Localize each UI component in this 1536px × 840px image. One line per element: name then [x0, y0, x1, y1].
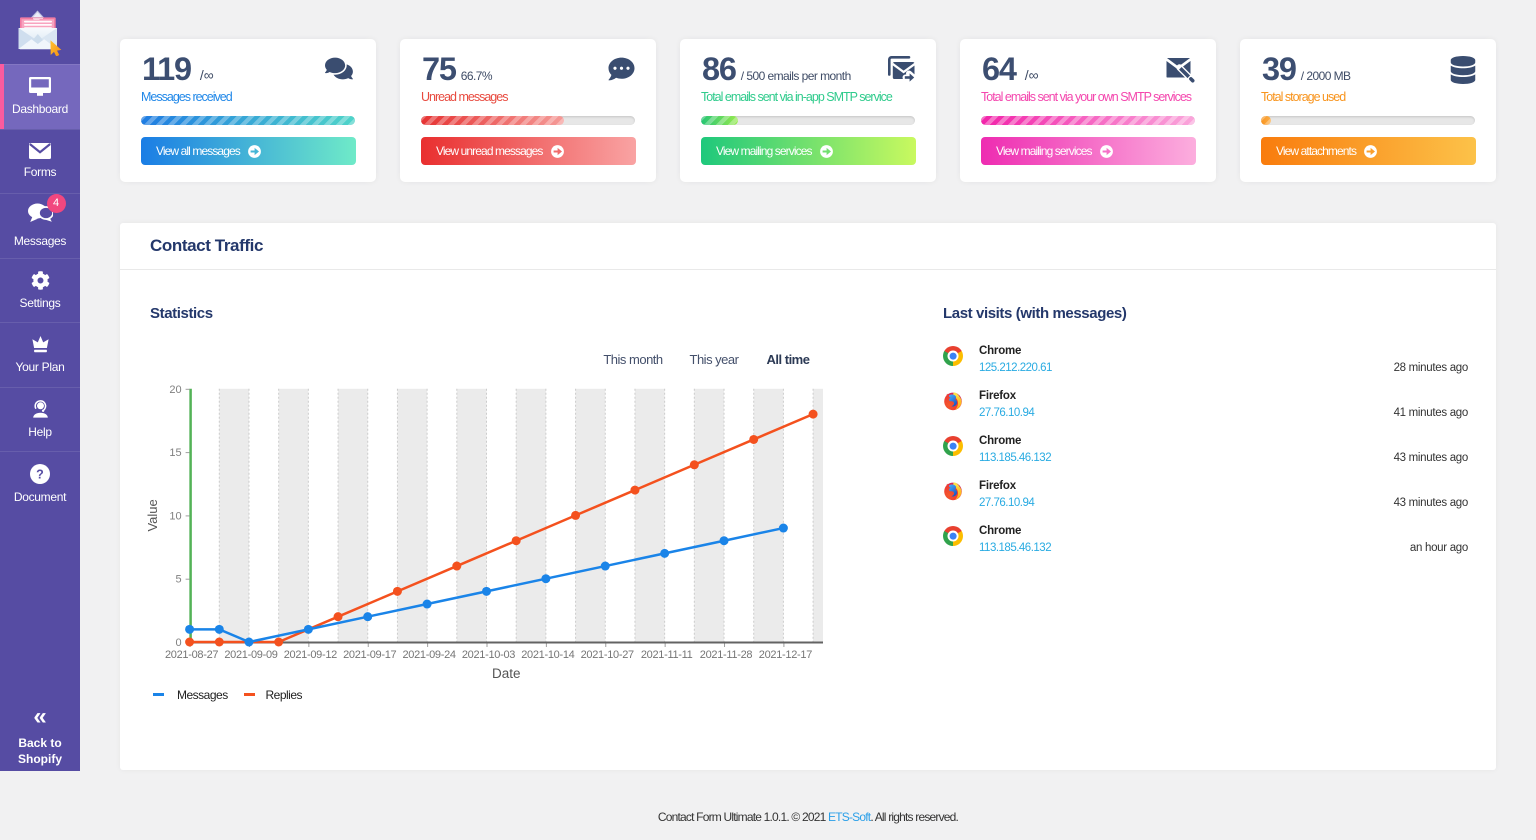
svg-text:2021-09-12: 2021-09-12 [284, 649, 337, 661]
svg-text:2021-09-17: 2021-09-17 [343, 649, 396, 661]
svg-text:2021-11-28: 2021-11-28 [700, 649, 753, 661]
svg-text:2021-09-24: 2021-09-24 [402, 649, 455, 661]
svg-text:2021-10-14: 2021-10-14 [521, 649, 574, 661]
svg-text:0: 0 [175, 637, 181, 649]
svg-text:Date: Date [492, 666, 521, 681]
svg-text:2021-12-17: 2021-12-17 [759, 649, 812, 661]
svg-text:Value: Value [145, 499, 160, 531]
svg-text:2021-10-03: 2021-10-03 [462, 649, 515, 661]
svg-text:15: 15 [169, 447, 181, 459]
svg-text:20: 20 [169, 384, 181, 396]
svg-text:2021-08-27: 2021-08-27 [165, 649, 218, 661]
svg-text:2021-10-27: 2021-10-27 [581, 649, 634, 661]
svg-text:5: 5 [175, 574, 181, 586]
svg-text:?: ? [36, 467, 44, 481]
svg-text:2021-11-11: 2021-11-11 [641, 649, 693, 661]
svg-text:2021-09-09: 2021-09-09 [224, 649, 277, 661]
svg-text:10: 10 [169, 510, 181, 522]
